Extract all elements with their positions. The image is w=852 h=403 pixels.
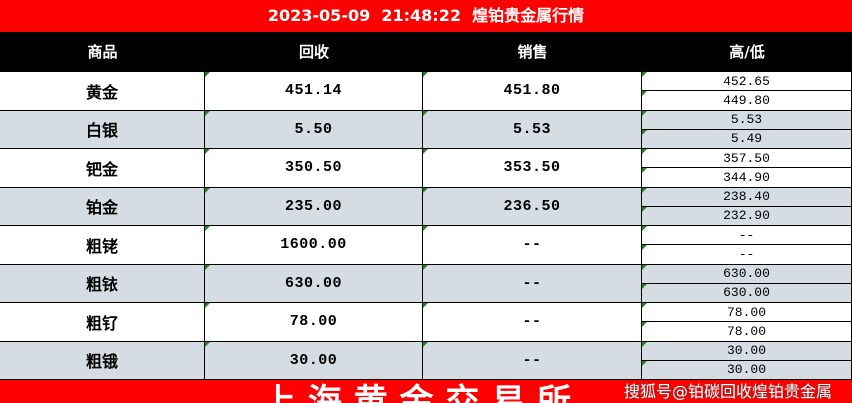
- low-price: --: [642, 245, 852, 265]
- low-price: 78.00: [642, 322, 852, 342]
- low-price: 449.80: [642, 91, 852, 111]
- product-name: 黄金: [0, 72, 205, 111]
- high-price: 452.65: [642, 72, 852, 92]
- footer-bar: 上 海 黄 金 交 易 所 搜狐号@铂碳回收煌铂贵金属: [0, 380, 852, 403]
- high-price: 238.40: [642, 187, 852, 207]
- price-cell: --: [423, 264, 642, 303]
- product-name: 铂金: [0, 187, 205, 226]
- low-price: 630.00: [642, 283, 852, 303]
- price-cell: 1600.00: [205, 226, 423, 265]
- product-name: 粗锇: [0, 341, 205, 380]
- product-name: 钯金: [0, 149, 205, 188]
- low-price: 232.90: [642, 206, 852, 226]
- header-row: 商品 回收 销售 高/低: [0, 32, 852, 72]
- price-cell: 451.80: [423, 72, 642, 111]
- price-cell: 630.00: [205, 264, 423, 303]
- price-cell: --: [423, 341, 642, 380]
- price-cell: 5.50: [205, 110, 423, 149]
- product-name: 粗铱: [0, 264, 205, 303]
- price-cell: 451.14: [205, 72, 423, 111]
- high-price: 30.00: [642, 341, 852, 361]
- price-cell: 236.50: [423, 187, 642, 226]
- column-header: 高/低: [729, 43, 765, 61]
- column-header: 回收: [298, 43, 329, 61]
- product-name: 粗铑: [0, 226, 205, 265]
- banner-text: 上 海 黄 金 交 易 所: [262, 382, 572, 403]
- price-cell: 350.50: [205, 149, 423, 188]
- high-price: 78.00: [642, 303, 852, 323]
- high-price: 357.50: [642, 149, 852, 169]
- title-bar: 2023-05-09 21:48:22 煌铂贵金属行情: [0, 0, 852, 32]
- price-cell: --: [423, 303, 642, 342]
- price-cell: 30.00: [205, 341, 423, 380]
- price-cell: --: [423, 226, 642, 265]
- price-cell: 353.50: [423, 149, 642, 188]
- price-cell: 78.00: [205, 303, 423, 342]
- low-price: 30.00: [642, 360, 852, 380]
- column-header: 销售: [517, 43, 548, 61]
- high-price: 5.53: [642, 110, 852, 130]
- price-cell: 235.00: [205, 187, 423, 226]
- low-price: 344.90: [642, 168, 852, 188]
- high-price: 630.00: [642, 264, 852, 284]
- price-cell: 5.53: [423, 110, 642, 149]
- low-price: 5.49: [642, 129, 852, 149]
- watermark: 搜狐号@铂碳回收煌铂贵金属: [623, 382, 832, 401]
- high-price: --: [642, 226, 852, 246]
- product-name: 粗钌: [0, 303, 205, 342]
- column-header: 商品: [87, 43, 118, 61]
- product-name: 白银: [0, 110, 205, 149]
